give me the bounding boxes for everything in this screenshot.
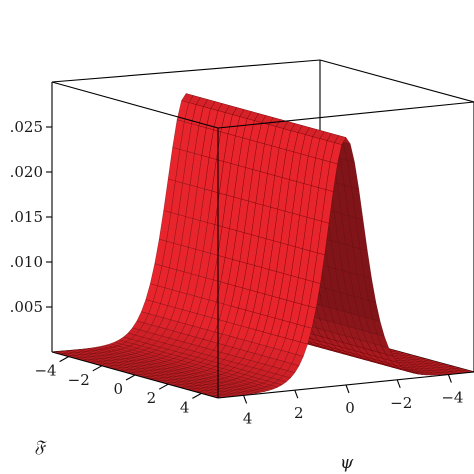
psi-tick-mark [447, 374, 452, 383]
z-tick-label: .025 [10, 118, 43, 136]
psi-tick-label: 0 [345, 399, 355, 417]
z-tick-label: .010 [10, 253, 43, 271]
z-tick-label: .020 [10, 163, 43, 181]
frak-tick-label: 2 [147, 389, 157, 407]
frak-tick-mark [158, 383, 169, 390]
box-edge-back [319, 59, 474, 103]
frak-tick-label: 4 [180, 398, 190, 416]
frak-tick-mark [125, 374, 136, 381]
psi-axis-ticks: −4 −2 0 2 4 [243, 374, 463, 427]
frak-tick-mark [92, 365, 103, 372]
psi-tick-mark [396, 379, 401, 388]
psi-tick-mark [243, 395, 248, 404]
box-edge-back [51, 59, 321, 83]
box-edge-front [217, 101, 474, 129]
psi-axis-label: ψ [340, 453, 354, 473]
z-tick-label: .015 [10, 208, 43, 226]
frak-tick-label: −4 [34, 362, 56, 380]
soliton-surface [51, 93, 474, 399]
psi-tick-mark [294, 390, 299, 399]
frak-axis-label: 𝔉 [34, 437, 47, 457]
psi-tick-label: 2 [294, 404, 304, 422]
box-edge-front [51, 81, 219, 129]
z-axis-ticks: .005 .010 .015 .020 .025 [10, 118, 52, 316]
frak-tick-mark [192, 392, 202, 399]
frak-tick-mark [59, 356, 69, 363]
psi-tick-label: −4 [441, 389, 463, 407]
psi-tick-mark [345, 384, 350, 394]
frak-tick-label: −2 [68, 371, 90, 389]
psi-tick-label: 4 [243, 409, 253, 427]
z-tick-label: .005 [10, 298, 43, 316]
psi-tick-label: −2 [390, 394, 412, 412]
frak-axis-ticks: −4 −2 0 2 4 [34, 356, 202, 416]
frak-tick-label: 0 [113, 380, 123, 398]
